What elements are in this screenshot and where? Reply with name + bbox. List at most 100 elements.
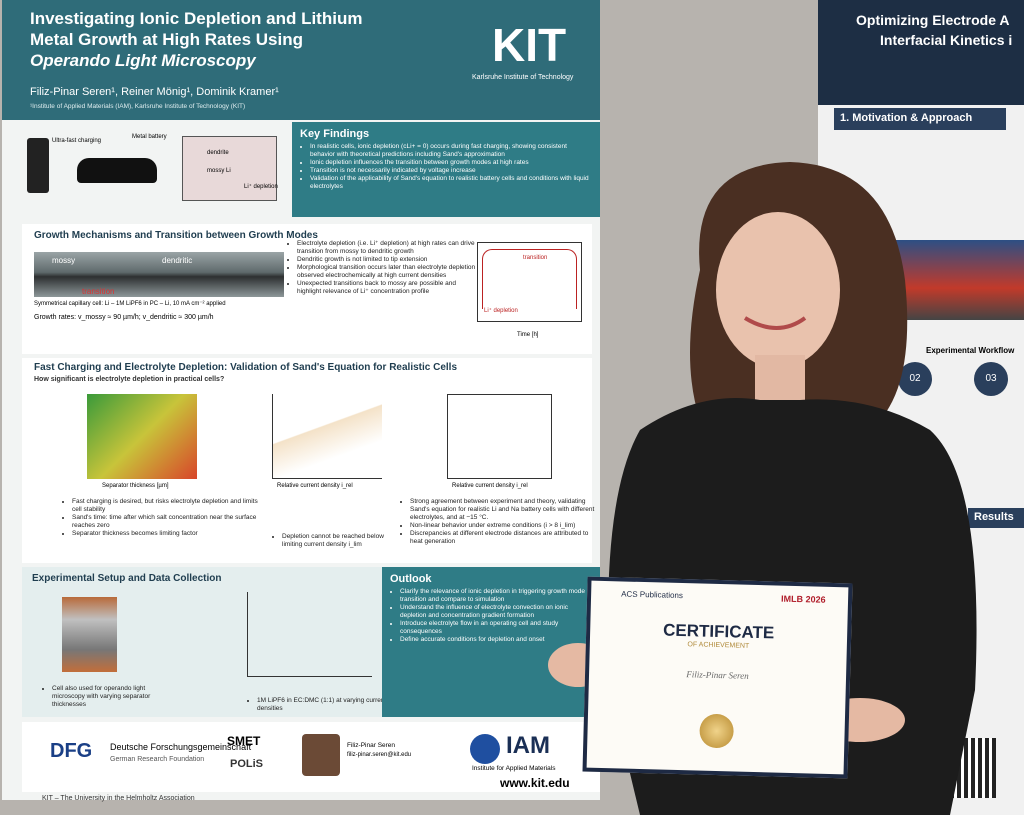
render [888, 240, 1024, 320]
neck [755, 355, 805, 405]
title-line: Optimizing Electrode A [856, 12, 1010, 28]
kit-logo: KIT [492, 19, 567, 71]
label: Li⁺ depletion [484, 308, 518, 314]
cell-photo [62, 597, 117, 672]
event: IMLB 2026 [780, 593, 826, 605]
micrograph [34, 252, 284, 297]
smet-logo: SMET [227, 734, 261, 748]
results: Results [968, 508, 1024, 528]
heading: Outlook [390, 573, 432, 585]
kit-line: KIT – The University in the Helmholtz As… [42, 795, 195, 802]
list: Strong agreement between experiment and … [400, 498, 595, 546]
voltage-curves [247, 592, 372, 677]
workflow: Experimental Workflow [926, 346, 1015, 355]
label: mossy Li [207, 168, 231, 174]
question: How significant is electrolyte depletion… [34, 376, 225, 383]
bullet: Fast charging is desired, but risks elec… [72, 498, 262, 514]
person: Filiz-Pinar Seren [347, 742, 396, 749]
label: transition [82, 287, 115, 296]
label: dendritic [162, 256, 193, 265]
bullet: Depletion cannot be reached below limiti… [282, 533, 402, 549]
heading: Growth Mechanisms and Transition between… [34, 230, 318, 241]
label: transition [523, 255, 548, 261]
iam-icon [470, 734, 500, 764]
bullet: Non-linear behavior under extreme condit… [410, 522, 595, 530]
section: 1. Motivation & Approach [834, 108, 1006, 130]
schematic: Ultra-fast charging Metal battery dendri… [22, 128, 282, 208]
heading: Fast Charging and Electrolyte Depletion:… [34, 362, 458, 373]
list: Clarify the relevance of ionic depletion… [390, 588, 592, 644]
iam-name: Institute for Applied Materials [472, 765, 556, 772]
voltage-plot: transition Li⁺ depletion [477, 242, 582, 322]
polis-logo: POLiS [230, 758, 264, 770]
footer: DFG Deutsche Forschungsgemeinschaft Germ… [22, 722, 600, 792]
publisher: ACS Publications [621, 589, 684, 601]
bullet: Discrepancies at different electrode dis… [410, 530, 595, 546]
axis-label: Time [h] [517, 332, 539, 338]
list: 1M LiPF6 in EC:DMC (1:1) at varying curr… [247, 697, 387, 713]
bullet: Unexpected transitions back to mossy are… [297, 280, 477, 296]
recipient: Filiz-Pinar Seren [686, 669, 749, 681]
axis-label: Separator thickness [µm] [102, 483, 169, 489]
step: 03 [974, 362, 1008, 396]
bullet: Sand's time: time after which salt conce… [72, 514, 262, 530]
list: In realistic cells, ionic depletion (cLi… [300, 143, 592, 191]
car [77, 158, 157, 183]
caption: Growth rates: v_mossy ≈ 90 µm/h; v_dendr… [34, 314, 214, 321]
growth-section: Growth Mechanisms and Transition between… [22, 224, 592, 354]
affiliation: ¹Institute of Applied Materials (IAM), K… [30, 103, 246, 110]
title-line: Interfacial Kinetics i [880, 32, 1013, 48]
poster-header: Investigating Ionic Depletion and Lithiu… [2, 0, 600, 120]
bullet: Electrolyte depletion (i.e. Li⁺ depletio… [297, 240, 477, 256]
axis-label: Relative current density i_rel [277, 483, 353, 489]
bullet: Separator thickness becomes limiting fac… [72, 530, 262, 538]
poster: Investigating Ionic Depletion and Lithiu… [2, 0, 600, 802]
step: 02 [898, 362, 932, 396]
bullet: 1M LiPF6 in EC:DMC (1:1) at varying curr… [257, 697, 387, 713]
list: Electrolyte depletion (i.e. Li⁺ depletio… [287, 240, 477, 296]
heading: Experimental Setup and Data Collection [32, 573, 222, 584]
title-line: Operando Light Microscopy [30, 51, 256, 70]
label: dendrite [207, 150, 229, 156]
bullet: Cell also used for operando light micros… [52, 685, 162, 709]
title-line: Metal Growth at High Rates Using [30, 30, 303, 49]
bullet: Validation of the applicability of Sand'… [310, 175, 592, 191]
list: Fast charging is desired, but risks elec… [62, 498, 262, 538]
bullet: Ionic depletion influences the transitio… [310, 159, 592, 167]
bullet: Introduce electrolyte flow in an operati… [400, 620, 592, 636]
label: Ultra-fast charging [52, 138, 102, 144]
bullet: Understand the influence of electrolyte … [400, 604, 592, 620]
smile [743, 316, 807, 330]
bullet: Clarify the relevance of ionic depletion… [400, 588, 592, 604]
charger [27, 138, 49, 193]
scatter-plot [447, 394, 552, 479]
bullet: Define accurate conditions for depletion… [400, 636, 592, 644]
caption: Symmetrical capillary cell: Li – 1M LiPF… [34, 301, 226, 307]
label: Li⁺ depletion [244, 184, 278, 190]
key-findings: Key Findings In realistic cells, ionic d… [292, 122, 600, 217]
axis-label: Relative current density i_rel [452, 483, 528, 489]
dfg-logo: DFG [50, 740, 93, 762]
avatar [302, 734, 340, 776]
setup-section: Experimental Setup and Data Collection C… [22, 567, 386, 717]
list: Cell also used for operando light micros… [42, 685, 162, 709]
authors: Filiz-Pinar Seren¹, Reiner Mönig¹, Domin… [30, 86, 279, 98]
curve [482, 249, 577, 309]
cell [182, 136, 277, 201]
email: filiz-pinar.seren@kit.edu [347, 752, 412, 758]
bullet: Dendritic growth is not limited to tip e… [297, 256, 477, 264]
heading: Key Findings [300, 128, 370, 140]
right-header: Optimizing Electrode A Interfacial Kinet… [818, 0, 1024, 105]
fast-section: Fast Charging and Electrolyte Depletion:… [22, 358, 595, 563]
seal [699, 713, 735, 749]
certificate: ACS Publications IMLB 2026 CERTIFICATE O… [582, 576, 853, 779]
sand-plot [272, 394, 382, 479]
label: mossy [52, 256, 76, 265]
bullet: Morphological transition occurs later th… [297, 264, 477, 280]
url: www.kit.edu [500, 776, 570, 790]
dfg-en: German Research Foundation [110, 756, 205, 763]
title-line: Investigating Ionic Depletion and Lithiu… [30, 9, 363, 28]
heatmap [87, 394, 197, 479]
